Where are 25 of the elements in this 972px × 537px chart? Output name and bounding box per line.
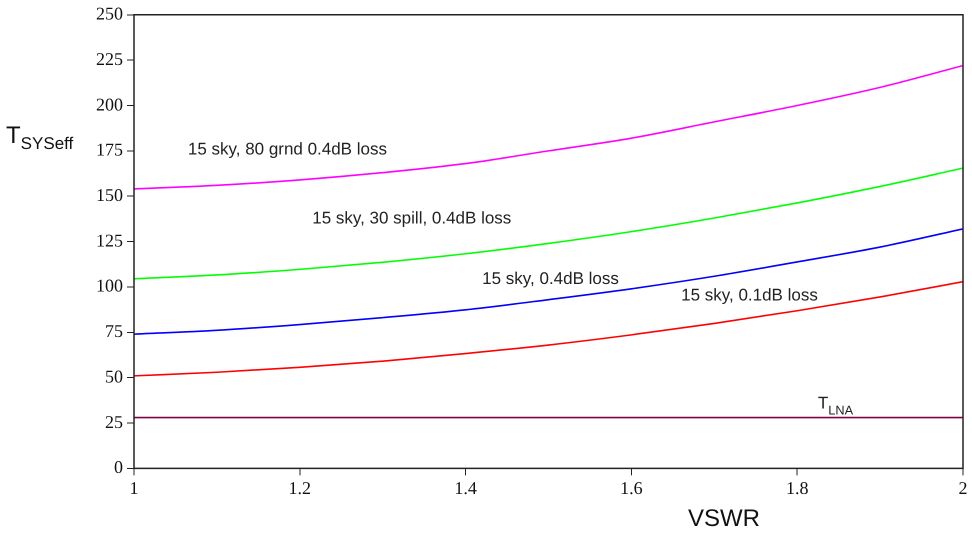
x-tick-label: 1.8 (786, 478, 808, 498)
line-series (134, 228, 963, 335)
series-label: 15 sky, 0.4dB loss (482, 268, 619, 288)
y-axis-title: T$_{SYSeff}$ (6, 122, 74, 154)
y-tick-label: 200 (96, 94, 123, 114)
x-axis-title: VSWR (688, 505, 760, 533)
series-label: 15 sky, 30 spill, 0.4dB loss (312, 208, 512, 228)
x-tick-label: 2 (958, 478, 968, 498)
y-tick-label: 125 (96, 230, 123, 250)
y-tick-label: 175 (96, 140, 123, 160)
y-tick-label: 100 (96, 276, 123, 296)
y-tick-label: 225 (96, 48, 123, 69)
x-tick-label: 1.4 (454, 478, 477, 498)
y-tick-label: 25 (105, 412, 123, 432)
y-tick-label: 50 (105, 366, 123, 386)
x-tick-label: 1.2 (288, 478, 312, 498)
x-tick-label: 1 (130, 478, 138, 498)
y-tick-label: 150 (96, 184, 123, 205)
y-tick-label: 250 (96, 4, 123, 24)
series-label: 15 sky, 0.1dB loss (681, 286, 818, 305)
series-label: 15 sky, 80 grnd 0.4dB loss (188, 140, 387, 159)
y-tick-label: 75 (105, 321, 123, 342)
line-series (134, 64, 963, 190)
y-tick-label: 0 (114, 457, 123, 478)
x-tick-label: 1.6 (620, 478, 643, 498)
